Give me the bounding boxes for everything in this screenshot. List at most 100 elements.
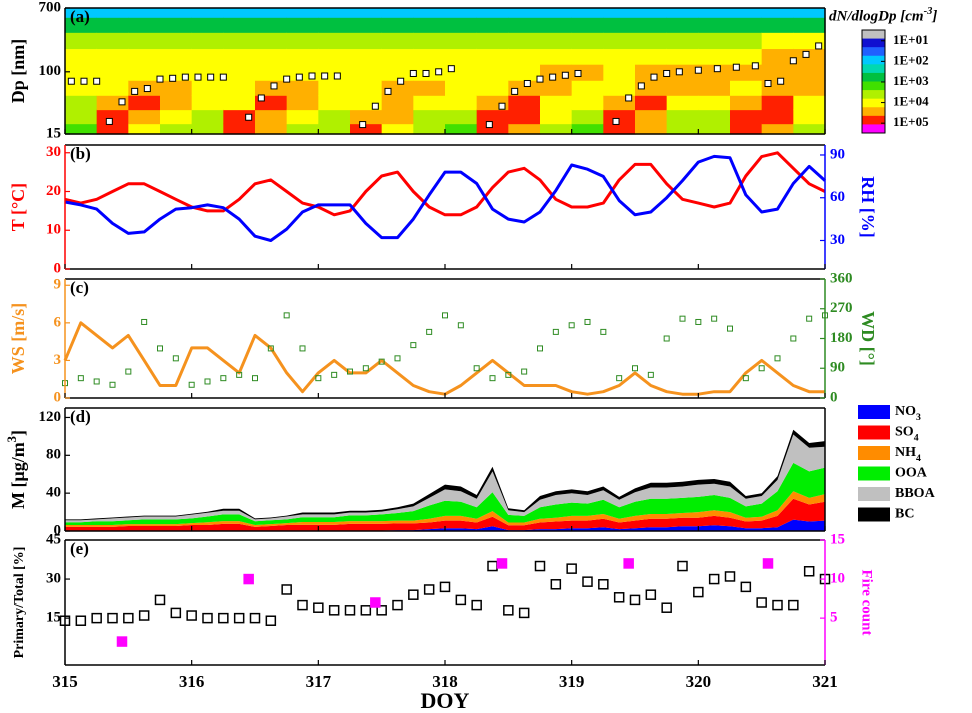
- mode-diameter-marker: [257, 94, 265, 102]
- heatmap-cell: [508, 109, 541, 125]
- marker: [378, 358, 385, 365]
- heatmap-cell: [476, 48, 509, 65]
- heatmap-cell: [476, 64, 509, 81]
- heatmap-cell: [761, 95, 794, 111]
- marker: [186, 610, 197, 621]
- heatmap-cell: [255, 17, 288, 33]
- heatmap-cell: [571, 8, 604, 18]
- heatmap-cell: [286, 123, 319, 135]
- heatmap-cell: [761, 8, 794, 18]
- heatmap-cell: [571, 32, 604, 50]
- heatmap-cell: [255, 32, 288, 50]
- marker: [328, 605, 340, 616]
- heatmap-cell: [603, 17, 636, 33]
- heatmap-cell: [286, 109, 319, 125]
- y-tick-label: 9: [54, 277, 62, 293]
- mode-diameter-marker: [384, 87, 392, 95]
- heatmap-cell: [603, 8, 636, 18]
- legend-label: OOA: [895, 466, 928, 481]
- y-tick-label: 40: [46, 485, 61, 501]
- mode-diameter-marker: [143, 85, 151, 93]
- heatmap-cell: [635, 109, 668, 125]
- heatmap-cell: [350, 80, 383, 96]
- heatmap-cell: [666, 48, 699, 65]
- heatmap-cell: [96, 123, 129, 135]
- heatmap-cell: [96, 80, 129, 96]
- mode-diameter-marker: [625, 94, 633, 102]
- marker: [109, 381, 116, 388]
- heatmap-cell: [286, 17, 319, 33]
- series-line: [64, 154, 827, 242]
- heatmap-cell: [635, 48, 668, 65]
- y2-tick-label: 0: [830, 389, 838, 405]
- heatmap-cell: [286, 8, 319, 18]
- mode-diameter-marker: [447, 65, 455, 73]
- heatmap-cell: [96, 32, 129, 50]
- heatmap-cell: [603, 123, 636, 135]
- marker: [457, 322, 464, 329]
- marker: [267, 345, 274, 352]
- marker: [598, 579, 609, 590]
- marker: [249, 612, 261, 624]
- marker: [708, 573, 720, 585]
- colorbar-title: dN/dlogDp [cm-3]: [829, 6, 937, 25]
- heatmap-cell: [128, 32, 161, 50]
- colorbar-tick-label: 1E+04: [893, 94, 929, 109]
- mode-diameter-marker: [498, 102, 506, 110]
- marker: [600, 328, 607, 335]
- mode-diameter-marker: [574, 69, 582, 77]
- heatmap-cell: [223, 48, 256, 65]
- marker: [157, 345, 163, 352]
- legend-swatch: [858, 425, 890, 440]
- colorbar-band: [862, 124, 885, 134]
- heatmap-cell: [96, 48, 129, 65]
- x-tick-label: 316: [179, 672, 205, 691]
- marker: [534, 560, 546, 572]
- marker: [281, 584, 292, 595]
- marker: [613, 592, 625, 603]
- heatmap-cell: [381, 32, 414, 50]
- x-tick-label: 319: [559, 672, 585, 691]
- marker: [758, 365, 765, 372]
- mode-diameter-marker: [397, 77, 405, 85]
- heatmap-cell: [286, 32, 319, 50]
- mode-diameter-marker: [207, 73, 215, 81]
- marker: [202, 612, 213, 624]
- marker: [806, 315, 813, 322]
- marker: [315, 375, 322, 382]
- marker: [695, 318, 702, 325]
- heatmap-cell: [730, 80, 763, 96]
- heatmap-cell: [540, 109, 573, 125]
- heatmap-cell: [445, 17, 478, 33]
- colorbar-band: [862, 72, 885, 82]
- x-tick-label: 315: [52, 672, 78, 691]
- panel-label: (b): [70, 144, 91, 163]
- mode-diameter-marker: [93, 77, 101, 85]
- heatmap-cell: [255, 109, 288, 125]
- heatmap-cell: [666, 109, 699, 125]
- heatmap-cell: [445, 109, 478, 125]
- heatmap-cell: [603, 64, 636, 81]
- heatmap-cell: [255, 48, 288, 65]
- heatmap-cell: [793, 95, 826, 111]
- mode-diameter-marker: [131, 87, 139, 95]
- heatmap-cell: [223, 32, 256, 50]
- y2-tick-label: 270: [830, 300, 853, 316]
- heatmap-cell: [65, 32, 98, 50]
- heatmap-cell: [793, 17, 826, 33]
- marker: [283, 312, 290, 319]
- mode-diameter-marker: [156, 75, 164, 83]
- heatmap-cell: [191, 8, 224, 18]
- heatmap-cell: [381, 109, 414, 125]
- heatmap-cell: [698, 48, 731, 65]
- marker: [252, 375, 258, 382]
- marker: [299, 345, 306, 352]
- heatmap-cell: [508, 17, 541, 33]
- heatmap-cell: [65, 17, 98, 33]
- mode-diameter-marker: [732, 63, 740, 71]
- y-tick-label: 120: [39, 409, 62, 425]
- mode-diameter-marker: [612, 117, 620, 125]
- y-tick-label: 3: [54, 352, 62, 368]
- marker: [521, 368, 528, 375]
- marker: [788, 599, 799, 611]
